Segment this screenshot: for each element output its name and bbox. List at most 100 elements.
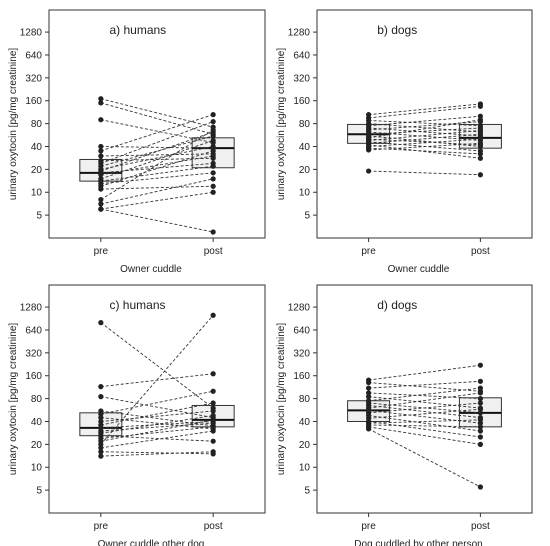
pair-line [100, 396, 214, 419]
panel-title: d) dogs [377, 298, 417, 312]
pair-line [100, 155, 214, 176]
data-point-pre [98, 148, 104, 154]
y-tick-label: 1280 [288, 303, 311, 314]
data-point-post [477, 172, 483, 178]
pair-line [368, 105, 481, 119]
plot-frame [48, 9, 266, 239]
pair-line [368, 120, 481, 127]
pair-line [100, 146, 214, 149]
pair-line [100, 98, 214, 128]
data-point-pre [366, 390, 372, 396]
y-tick-label: 1280 [20, 28, 43, 39]
pair-line [368, 408, 481, 419]
pair-line [368, 426, 481, 445]
pair-line [100, 172, 214, 185]
pair-line [100, 415, 214, 434]
x-tick-label: pre [94, 521, 109, 532]
y-axis-label: urinary oxytocin [pg/mg creatinine] [276, 323, 287, 476]
data-point-post [210, 127, 216, 133]
pair-line [100, 119, 214, 144]
pair-line [368, 103, 481, 116]
pair-line [100, 322, 214, 409]
data-point-post [477, 155, 483, 161]
data-point-post [210, 400, 216, 406]
pair-line [368, 424, 481, 428]
data-point-pre [98, 197, 104, 203]
pair-line [368, 127, 481, 137]
x-axis-label: Owner cuddle [388, 264, 450, 275]
pair-line [100, 102, 214, 135]
data-point-post [210, 312, 216, 318]
data-point-post [210, 428, 216, 434]
pair-line [368, 170, 481, 176]
y-tick-label: 80 [299, 119, 311, 130]
pair-line [368, 421, 481, 438]
x-tick-label: pre [361, 246, 376, 257]
y-tick-label: 80 [299, 394, 311, 405]
pair-line [100, 417, 214, 430]
data-point-pre [98, 445, 104, 451]
data-point-post [477, 131, 483, 137]
y-tick-label: 40 [299, 142, 311, 153]
y-tick-label: 320 [25, 348, 42, 359]
x-axis-label: Owner cuddle other dog [98, 539, 205, 546]
y-tick-label: 40 [31, 417, 43, 428]
y-tick-label: 320 [25, 73, 42, 84]
pair-line [368, 419, 481, 424]
y-tick-label: 10 [31, 463, 43, 474]
y-tick-label: 5 [36, 211, 42, 222]
y-tick-label: 160 [25, 371, 42, 382]
data-point-post [210, 412, 216, 419]
y-axis-label: urinary oxytocin [pg/mg creatinine] [8, 323, 19, 476]
pair-line [368, 144, 481, 159]
data-point-post [477, 151, 483, 157]
pair-line [368, 135, 481, 147]
panel-1: a) humans 5 10 20 40 80 160 320 640 1280 pre post ur… [8, 9, 266, 275]
data-point-post [477, 434, 483, 440]
data-point-post [210, 417, 216, 423]
pair-line [100, 422, 214, 432]
data-point-post [210, 153, 216, 159]
data-point-post [210, 148, 216, 154]
data-point-pre [98, 449, 104, 455]
pair-line [100, 146, 214, 170]
y-tick-label: 20 [31, 165, 43, 176]
data-point-post [210, 143, 216, 150]
y-tick-label: 10 [299, 188, 311, 199]
panel-title: b) dogs [377, 23, 417, 37]
data-point-post [210, 229, 216, 235]
pair-line [368, 127, 481, 135]
pair-line [368, 396, 481, 409]
data-point-post [477, 396, 483, 402]
data-point-post [210, 170, 216, 176]
x-tick-label: pre [94, 246, 109, 257]
pair-line [368, 123, 481, 133]
y-tick-label: 20 [31, 440, 43, 451]
data-point-post [210, 133, 216, 139]
y-tick-label: 40 [31, 142, 43, 153]
data-point-pre [98, 320, 104, 326]
pair-line [100, 451, 214, 457]
pair-line [100, 419, 214, 442]
pair-line [100, 185, 214, 190]
data-point-pre [366, 426, 372, 432]
data-point-pre [366, 168, 372, 174]
data-point-pre [98, 394, 104, 400]
pair-line [100, 135, 214, 167]
y-tick-label: 1280 [20, 303, 43, 314]
data-point-pre [366, 147, 372, 153]
data-point-post [210, 183, 216, 189]
pair-line [368, 147, 481, 155]
data-point-post [477, 410, 483, 416]
data-point-pre [366, 385, 372, 391]
data-point-post [477, 117, 483, 123]
pair-line [368, 364, 481, 381]
pair-line [368, 115, 481, 127]
y-tick-label: 640 [25, 50, 42, 61]
data-point-pre [98, 453, 104, 459]
pair-line [368, 121, 481, 131]
x-tick-label: pre [361, 521, 376, 532]
data-point-pre [98, 201, 104, 207]
data-point-post [477, 390, 483, 396]
pair-line [368, 119, 481, 139]
